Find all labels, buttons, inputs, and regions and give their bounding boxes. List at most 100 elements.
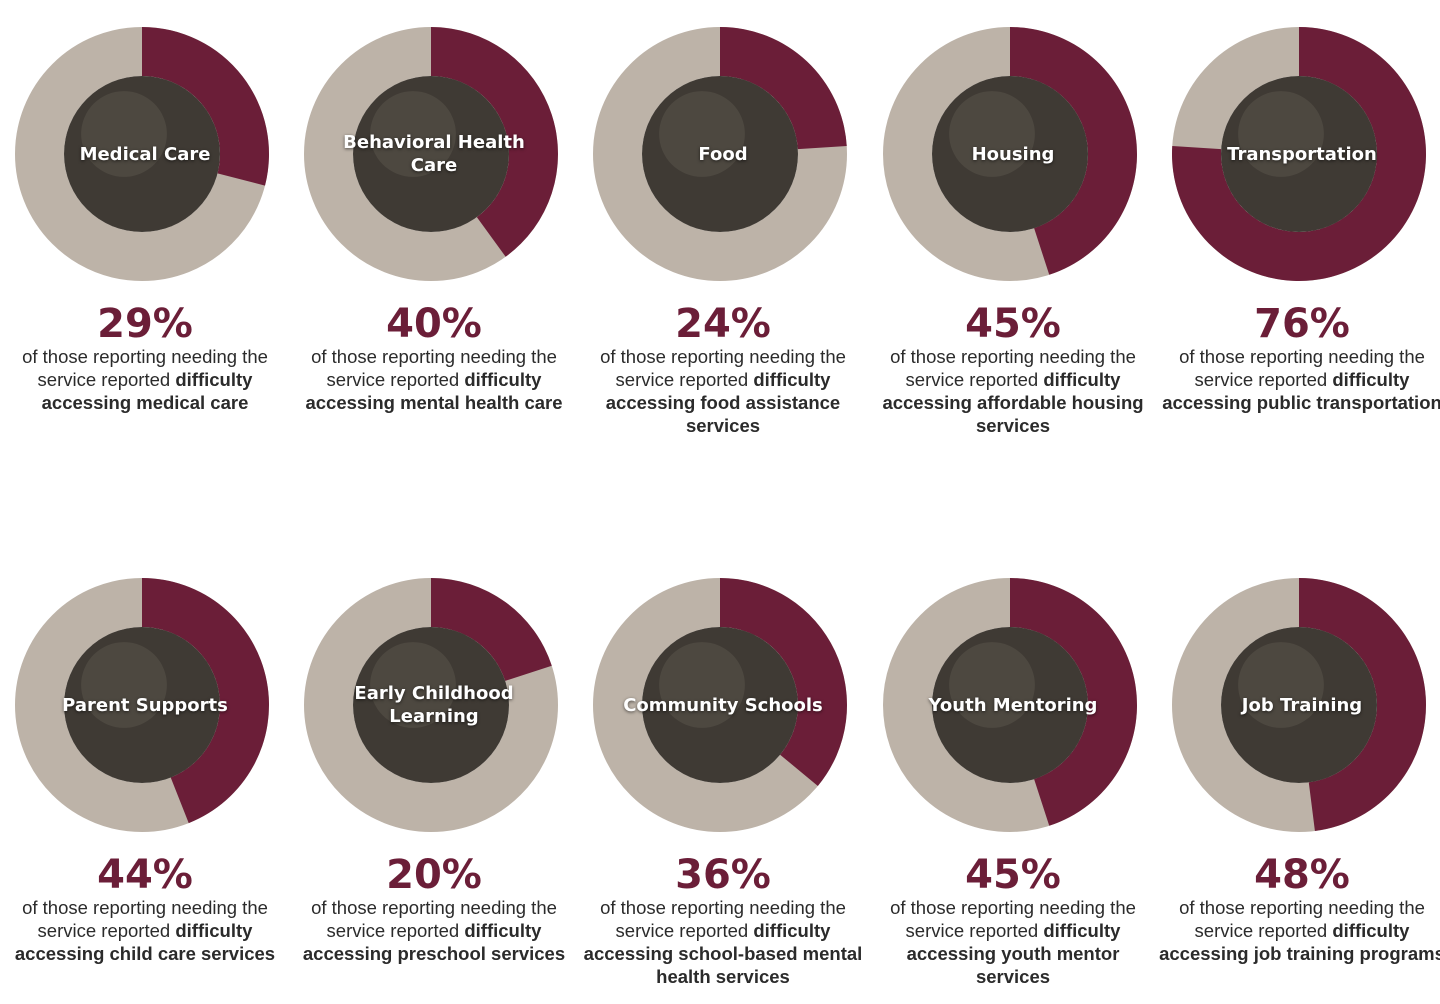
description-emphasis: difficulty accessing medical care	[41, 369, 253, 413]
photo-shading	[81, 642, 167, 728]
donut-segment	[431, 27, 558, 257]
donut-segment	[142, 578, 270, 824]
donut-segment	[1010, 578, 1137, 826]
percentage-value: 45%	[965, 852, 1061, 898]
donut-segment	[1299, 578, 1426, 831]
description-text: of those reporting needing the service r…	[1179, 346, 1425, 390]
description-emphasis: difficulty accessing mental health care	[305, 369, 563, 413]
description-text: of those reporting needing the service r…	[311, 346, 557, 390]
description-text: of those reporting needing the service r…	[311, 897, 557, 941]
description-text: of those reporting needing the service r…	[890, 897, 1136, 941]
donut-chart: Transportation	[1157, 26, 1440, 286]
percentage-value: 44%	[97, 852, 193, 898]
donut-card: Youth Mentoring 45% of those reporting nee…	[868, 577, 1158, 997]
donut-segment	[1010, 27, 1137, 275]
donut-chart: Job Training	[1157, 577, 1440, 837]
percentage-description: of those reporting needing the service r…	[1157, 345, 1440, 414]
description-text: of those reporting needing the service r…	[600, 897, 846, 941]
donut-segment	[142, 27, 269, 186]
photo-shading	[659, 642, 745, 728]
percentage-description: of those reporting needing the service r…	[289, 345, 579, 414]
service-label: Parent Supports	[62, 694, 228, 716]
description-text: of those reporting needing the service r…	[600, 346, 846, 390]
donut-svg	[593, 578, 847, 832]
percentage-description: of those reporting needing the service r…	[289, 896, 579, 965]
percentage-description: of those reporting needing the service r…	[0, 345, 290, 414]
description-text: of those reporting needing the service r…	[890, 346, 1136, 390]
service-label: Job Training	[1241, 694, 1363, 716]
percentage-value: 20%	[386, 852, 482, 898]
percentage-value: 76%	[1254, 301, 1350, 347]
description-emphasis: difficulty accessing child care services	[14, 920, 276, 964]
donut-card: Early Childhood Learning 20% of those repo…	[289, 577, 579, 997]
percentage-value: 36%	[675, 852, 771, 898]
description-emphasis: difficulty accessing youth mentor servic…	[906, 920, 1121, 987]
donut-svg	[883, 27, 1137, 281]
photo-shading	[949, 91, 1035, 177]
donut-chart: Behavioral Health Care	[289, 26, 579, 286]
donut-chart: Community Schools	[578, 577, 868, 837]
photo-shading	[370, 642, 456, 728]
service-label: Youth Mentoring	[928, 694, 1098, 716]
percentage-description: of those reporting needing the service r…	[0, 896, 290, 965]
description-text: of those reporting needing the service r…	[1179, 897, 1425, 941]
service-label: Transportation	[1227, 143, 1377, 165]
photo-shading	[659, 91, 745, 177]
donut-chart: Youth Mentoring	[868, 577, 1158, 837]
donut-card: Medical Care 29% of those reporting needin…	[0, 26, 290, 446]
description-text: of those reporting needing the service r…	[22, 897, 268, 941]
description-emphasis: difficulty accessing affordable housing …	[882, 369, 1144, 436]
donut-card: Behavioral Health Care 40% of those report…	[289, 26, 579, 446]
photo-shading	[1238, 642, 1324, 728]
description-emphasis: difficulty accessing job training progra…	[1159, 920, 1440, 964]
donut-chart: Food	[578, 26, 868, 286]
donut-segment	[720, 27, 847, 150]
donut-svg	[1172, 578, 1426, 832]
donut-chart: Housing	[868, 26, 1158, 286]
description-emphasis: difficulty accessing public transportati…	[1162, 369, 1440, 413]
description-text: of those reporting needing the service r…	[22, 346, 268, 390]
description-emphasis: difficulty accessing food assistance ser…	[605, 369, 841, 436]
donut-card: Community Schools 36% of those reporting n…	[578, 577, 868, 997]
description-emphasis: difficulty accessing preschool services	[302, 920, 566, 964]
percentage-description: of those reporting needing the service r…	[868, 345, 1158, 437]
photo-shading	[370, 91, 456, 177]
percentage-value: 45%	[965, 301, 1061, 347]
donut-card: Food 24% of those reporting needing the se…	[578, 26, 868, 446]
donut-chart: Early Childhood Learning	[289, 577, 579, 837]
service-label: Food	[698, 143, 748, 165]
service-label: Medical Care	[79, 143, 211, 165]
percentage-description: of those reporting needing the service r…	[578, 345, 868, 437]
donut-svg	[1172, 27, 1426, 281]
service-label: Behavioral Health Care	[343, 132, 525, 176]
percentage-description: of those reporting needing the service r…	[578, 896, 868, 988]
donut-card: Parent Supports 44% of those reporting nee…	[0, 577, 290, 997]
percentage-value: 29%	[97, 301, 193, 347]
percentage-value: 40%	[386, 301, 482, 347]
percentage-value: 48%	[1254, 852, 1350, 898]
donut-card: Job Training 48% of those reporting needin…	[1157, 577, 1440, 997]
donut-svg	[304, 578, 558, 832]
donut-card: Transportation 76% of those reporting need…	[1157, 26, 1440, 446]
service-label: Housing	[971, 143, 1055, 165]
photo-shading	[949, 642, 1035, 728]
percentage-value: 24%	[675, 301, 771, 347]
donut-segment	[1172, 27, 1426, 281]
donut-segment	[720, 578, 847, 786]
percentage-description: of those reporting needing the service r…	[868, 896, 1158, 988]
percentage-description: of those reporting needing the service r…	[1157, 896, 1440, 965]
donut-svg	[15, 27, 269, 281]
donut-svg	[593, 27, 847, 281]
donut-card: Housing 45% of those reporting needing the…	[868, 26, 1158, 446]
service-label: Early Childhood Learning	[354, 683, 514, 727]
donut-svg	[304, 27, 558, 281]
donut-svg	[883, 578, 1137, 832]
photo-shading	[1238, 91, 1324, 177]
description-emphasis: difficulty accessing school-based mental…	[583, 920, 863, 987]
donut-svg	[15, 578, 270, 832]
donut-segment	[431, 578, 552, 681]
donut-chart: Parent Supports	[0, 577, 290, 837]
service-label: Community Schools	[623, 694, 823, 716]
donut-chart: Medical Care	[0, 26, 290, 286]
